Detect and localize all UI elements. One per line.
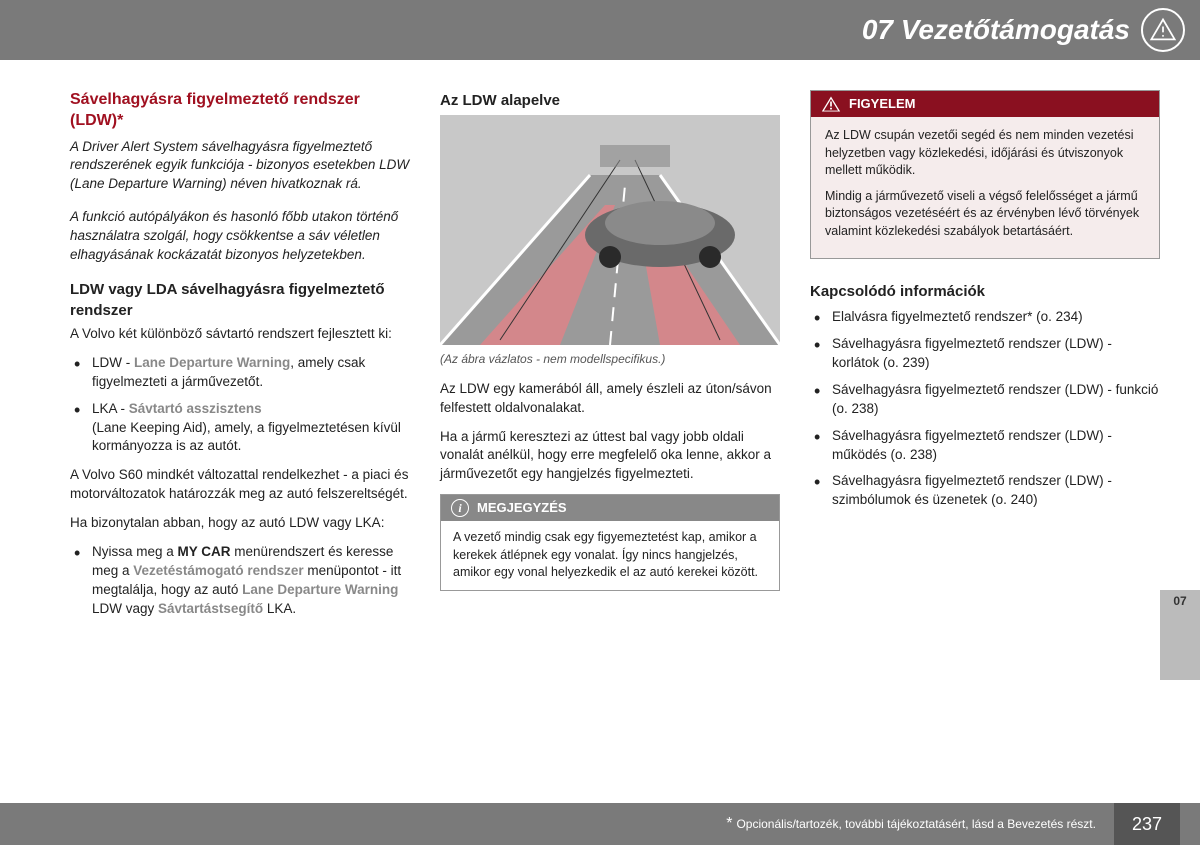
page-footer: * Opcionális/tartozék, további tájékozta… (0, 803, 1200, 845)
related-list: Elalvásra figyelmeztető rendszer* (o. 23… (810, 308, 1160, 510)
term-lka: Sávtartó asszisztens (129, 401, 262, 416)
related-link[interactable]: Elalvásra figyelmeztető rendszer* (o. 23… (810, 308, 1160, 327)
intro-paragraph: A Driver Alert System sávelhagyásra figy… (70, 138, 410, 195)
note-title: MEGJEGYZÉS (477, 499, 567, 517)
figure-caption: (Az ábra vázlatos - nem modellspecifikus… (440, 351, 780, 368)
list-item: LKA - Sávtartó asszisztens (Lane Keeping… (70, 400, 410, 457)
column-right: FIGYELEM Az LDW csupán vezetői segéd és … (810, 90, 1160, 760)
chapter-number: 07 (1173, 594, 1186, 608)
note-body: A vezető mindig csak egy figyemeztetést … (441, 521, 779, 590)
warning-text: Mindig a járművezető viseli a végső fele… (825, 188, 1145, 241)
body-text: Ha a jármű keresztezi az úttest bal vagy… (440, 428, 780, 485)
body-text: Az LDW egy kamerából áll, amely észleli … (440, 380, 780, 418)
warning-text: Az LDW csupán vezetői segéd és nem minde… (825, 127, 1145, 180)
warning-body: Az LDW csupán vezetői segéd és nem minde… (811, 117, 1159, 258)
warning-title: FIGYELEM (849, 95, 915, 113)
chapter-header: 07 Vezetőtámogatás (0, 0, 1200, 60)
related-heading: Kapcsolódó információk (810, 281, 1160, 302)
page-content: Sávelhagyásra figyelmeztető rendszer (LD… (0, 60, 1200, 780)
menu-term: Sávtartástsegítő (158, 601, 263, 616)
related-link[interactable]: Sávelhagyásra figyelmeztető rendszer (LD… (810, 335, 1160, 373)
chapter-tab: 07 (1160, 590, 1200, 680)
footnote-text: Opcionális/tartozék, további tájékoztatá… (736, 817, 1096, 831)
warning-box: FIGYELEM Az LDW csupán vezetői segéd és … (810, 90, 1160, 259)
warning-header: FIGYELEM (811, 91, 1159, 117)
term-mycar: MY CAR (178, 544, 231, 559)
related-link[interactable]: Sávelhagyásra figyelmeztető rendszer (LD… (810, 427, 1160, 465)
info-icon: i (451, 499, 469, 517)
term-ldw: Lane Departure Warning (134, 355, 290, 370)
subheading: LDW vagy LDA sávelhagyásra figyelmeztető… (70, 279, 410, 321)
bullet-list: Nyissa meg a MY CAR menürendszert és ker… (70, 543, 410, 619)
list-item: LDW - Lane Departure Warning, amely csak… (70, 354, 410, 392)
bullet-list: LDW - Lane Departure Warning, amely csak… (70, 354, 410, 456)
menu-term: Vezetéstámogató rendszer (133, 563, 303, 578)
column-middle: Az LDW alapelve (Az (440, 90, 780, 760)
section-title: Sávelhagyásra figyelmeztető rendszer (LD… (70, 90, 410, 132)
warning-circle-icon (1141, 8, 1185, 52)
intro-paragraph: A funkció autópályákon és hasonló főbb u… (70, 208, 410, 265)
related-link[interactable]: Sávelhagyásra figyelmeztető rendszer (LD… (810, 381, 1160, 419)
menu-term: Lane Departure Warning (242, 582, 398, 597)
road-diagram-icon (440, 115, 780, 345)
warning-triangle-icon (1149, 16, 1177, 44)
related-link[interactable]: Sávelhagyásra figyelmeztető rendszer (LD… (810, 472, 1160, 510)
warning-triangle-icon (821, 95, 841, 113)
page-number: 237 (1114, 803, 1180, 845)
asterisk-icon: * (726, 815, 732, 833)
ldw-illustration (440, 115, 780, 345)
body-text: Ha bizonytalan abban, hogy az autó LDW v… (70, 514, 410, 533)
column-left: Sávelhagyásra figyelmeztető rendszer (LD… (70, 90, 410, 760)
note-box: i MEGJEGYZÉS A vezető mindig csak egy fi… (440, 494, 780, 591)
list-item: Nyissa meg a MY CAR menürendszert és ker… (70, 543, 410, 619)
chapter-title: 07 Vezetőtámogatás (862, 14, 1130, 46)
note-header: i MEGJEGYZÉS (441, 495, 779, 521)
body-text: A Volvo két különböző sávtartó rendszert… (70, 325, 410, 344)
subheading: Az LDW alapelve (440, 90, 780, 111)
body-text: A Volvo S60 mindkét változattal rendelke… (70, 466, 410, 504)
